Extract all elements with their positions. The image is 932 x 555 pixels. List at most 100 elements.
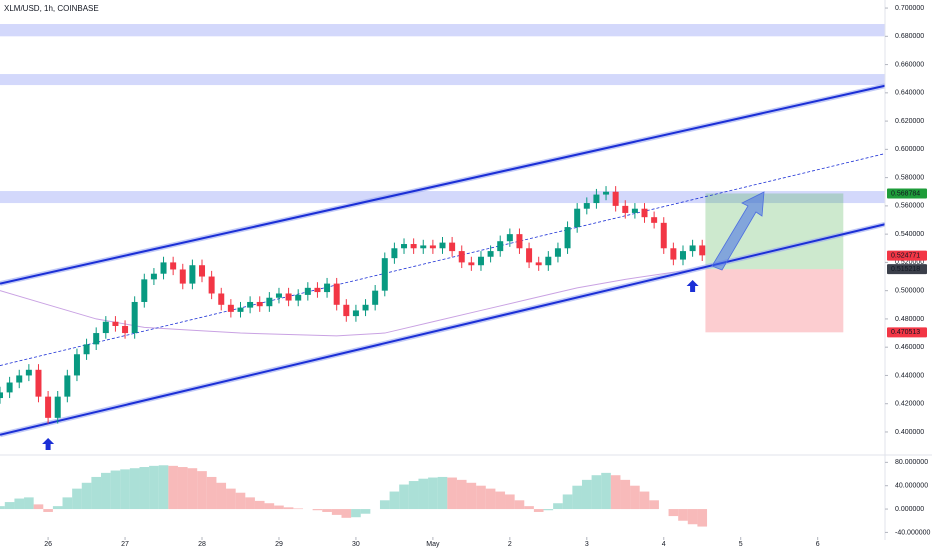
oscillator-bar (668, 509, 679, 517)
candle-body (0, 392, 3, 399)
oscillator-bar (312, 509, 323, 511)
oscillator-bar (101, 472, 111, 510)
oscillator-bar (120, 469, 130, 510)
oscillator-bar (139, 467, 150, 510)
oscillator-bar (533, 509, 544, 512)
projection-arrow (711, 191, 765, 271)
x-tick-label: 30 (352, 541, 360, 548)
oscillator-bar (687, 509, 698, 525)
oscillator-bar (43, 509, 53, 512)
candle-body (256, 301, 263, 307)
chart-title: XLM/USD, 1h, COINBASE (4, 4, 99, 13)
candle-body (497, 241, 504, 252)
y-tick-label: 0.480000 (895, 316, 924, 323)
oscillator-bar (91, 476, 102, 510)
candle-body (160, 262, 167, 274)
y-tick-label: 40.000000 (895, 483, 928, 490)
candle-body (170, 262, 177, 270)
oscillator-bar (0, 506, 5, 510)
candle-body (141, 279, 148, 302)
oscillator-bar (168, 465, 178, 510)
candle-body (285, 293, 292, 301)
oscillator-bar (341, 509, 352, 518)
candle-body (487, 251, 494, 257)
candle-body (6, 382, 13, 393)
oscillator-bar (351, 509, 361, 518)
x-tick-label: 5 (739, 541, 743, 548)
candle-body (150, 273, 157, 280)
candle-body (554, 248, 561, 257)
oscillator-bar (197, 471, 207, 510)
y-tick-label: -40.000000 (895, 529, 931, 536)
oscillator-bar (4, 502, 15, 510)
x-tick-label: 2 (508, 541, 512, 548)
candle-body (333, 283, 340, 305)
candle-body (295, 294, 302, 301)
oscillator-bar (14, 498, 25, 510)
y-tick-label: 0.560000 (895, 203, 924, 210)
oscillator-bar (110, 470, 121, 510)
candle-body (64, 375, 71, 397)
candle-body (593, 194, 600, 204)
moving-average (0, 267, 706, 337)
candle-body (199, 265, 206, 277)
candle-body (660, 222, 667, 249)
oscillator-bar (24, 497, 34, 510)
oscillator-bar (601, 472, 611, 510)
x-tick-label: 28 (198, 541, 206, 548)
oscillator-bar (245, 497, 255, 510)
y-tick-label: 0.700000 (895, 5, 924, 12)
oscillator-bar (572, 485, 582, 510)
oscillator-bar (678, 509, 688, 521)
oscillator-bar (274, 505, 284, 510)
oscillator-bar (466, 482, 477, 510)
candle-body (275, 293, 282, 298)
candle-body (564, 227, 571, 249)
oscillator-bar (514, 500, 525, 510)
oscillator-bar (331, 509, 342, 515)
candle-body (218, 293, 225, 305)
oscillator-bar (543, 509, 554, 511)
candle-body (535, 262, 542, 266)
y-tick-label: 0.500000 (895, 288, 924, 295)
oscillator-bar (447, 477, 457, 510)
channel-middle (0, 153, 886, 366)
candle-body (641, 208, 648, 218)
resistance-zone (0, 191, 885, 204)
oscillator-bar (697, 509, 708, 527)
oscillator-bar (293, 508, 304, 510)
oscillator-bar (553, 503, 563, 510)
oscillator-bar (81, 482, 92, 510)
candle-body (372, 290, 379, 305)
oscillator-bar (264, 503, 275, 510)
resistance-zone (0, 24, 885, 37)
oscillator-bar (630, 485, 640, 510)
x-tick-label: 29 (275, 541, 283, 548)
y-tick-label: 0.600000 (895, 146, 924, 153)
oscillator-bar (485, 488, 496, 510)
channel-upper (0, 84, 886, 285)
price-tag-label: 0.524771 (891, 253, 920, 260)
candle-body (583, 203, 590, 209)
candle-body (506, 234, 513, 242)
candle-body (189, 265, 196, 284)
oscillator-bar (505, 494, 515, 510)
oscillator-bar (591, 475, 602, 510)
oscillator-bar (408, 481, 419, 510)
oscillator-bar (456, 479, 467, 510)
candle-body (266, 297, 273, 307)
y-tick-label: 0.400000 (895, 429, 924, 436)
oscillator-bar (418, 478, 429, 510)
signal-arrow (42, 438, 55, 450)
candle-body (237, 307, 244, 312)
price-tag-label: 0.470513 (891, 329, 920, 336)
candle-body (699, 245, 706, 256)
oscillator-bar (33, 504, 44, 510)
resistance-zone (0, 74, 885, 86)
candle-body (35, 369, 42, 397)
candle-body (362, 304, 369, 311)
oscillator-bar (360, 509, 371, 514)
oscillator-bar (206, 476, 217, 510)
